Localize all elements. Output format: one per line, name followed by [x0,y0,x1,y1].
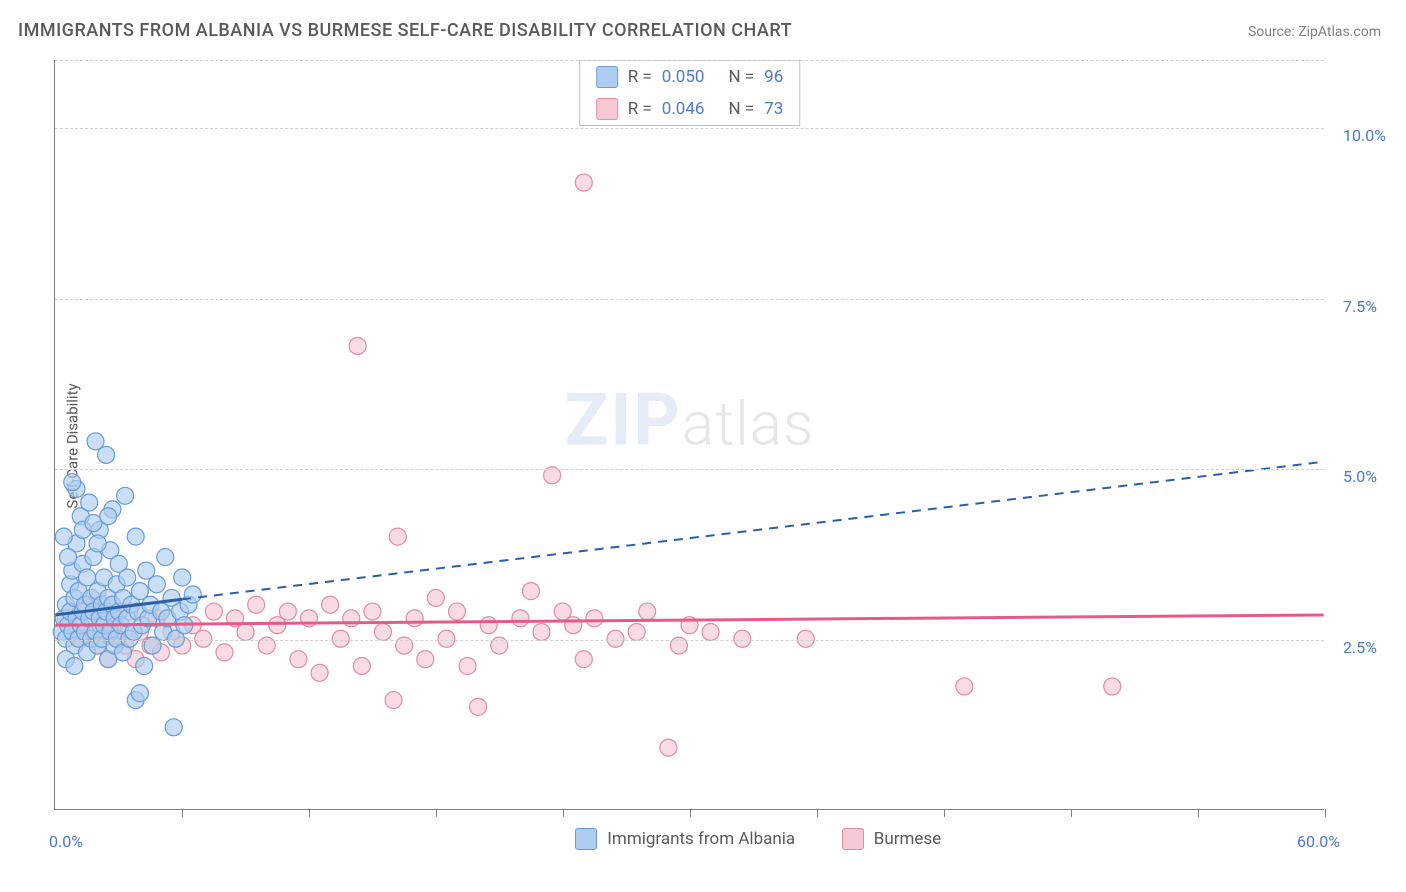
scatter-point-albania [184,586,201,603]
scatter-point-burmese [956,678,973,695]
scatter-point-albania [66,658,83,675]
x-tick-mark [690,809,691,817]
scatter-point-albania [119,569,136,586]
scatter-point-albania [64,474,81,491]
legend-n-label: N = [728,67,754,87]
scatter-point-burmese [290,651,307,668]
legend-swatch-icon [596,66,618,88]
scatter-point-burmese [565,617,582,634]
scatter-point-albania [174,569,191,586]
legend-row-albania: R = 0.050 N = 96 [580,61,800,93]
scatter-point-burmese [248,596,265,613]
scatter-point-albania [157,549,174,566]
y-gridline [55,640,1324,641]
trendline-dashed-albania [182,462,1323,600]
y-tick-label: 5.0% [1343,467,1377,486]
legend-n-value: 73 [764,99,783,119]
scatter-point-burmese [639,603,656,620]
legend-row-burmese: R = 0.046 N = 73 [580,93,800,125]
legend-r-value: 0.046 [662,99,705,119]
scatter-point-burmese [322,596,339,613]
scatter-point-burmese [512,610,529,627]
legend-n-label: N = [728,99,754,119]
scatter-point-burmese [702,623,719,640]
bottom-legend-burmese: Burmese [842,828,941,850]
scatter-point-albania [98,446,115,463]
legend-swatch-icon [575,828,597,850]
scatter-point-burmese [522,583,539,600]
scatter-point-burmese [660,739,677,756]
scatter-point-burmese [586,610,603,627]
scatter-point-burmese [364,603,381,620]
y-gridline [55,299,1324,300]
x-tick-mark [944,809,945,817]
x-tick-label: 60.0% [1297,832,1340,851]
y-tick-label: 7.5% [1343,297,1377,316]
scatter-point-albania [100,508,117,525]
scatter-point-albania [131,685,148,702]
bottom-legend-label: Immigrants from Albania [607,829,795,849]
scatter-point-burmese [417,651,434,668]
x-tick-mark [182,809,183,817]
x-tick-mark [1325,809,1326,817]
legend-r-value: 0.050 [662,67,705,87]
scatter-point-albania [117,487,134,504]
scatter-point-albania [127,528,144,545]
legend-r-label: R = [628,67,652,87]
legend-r-label: R = [628,99,652,119]
correlation-legend: R = 0.050 N = 96 R = 0.046 N = 73 [579,60,801,126]
scatter-point-burmese [311,664,328,681]
chart-title: IMMIGRANTS FROM ALBANIA VS BURMESE SELF-… [18,20,792,41]
scatter-point-albania [136,658,153,675]
scatter-point-burmese [205,603,222,620]
scatter-point-albania [60,549,77,566]
legend-swatch-icon [842,828,864,850]
scatter-point-burmese [349,337,366,354]
scatter-point-burmese [448,603,465,620]
scatter-point-burmese [216,644,233,661]
scatter-point-burmese [1104,678,1121,695]
scatter-point-burmese [575,174,592,191]
legend-swatch-icon [596,98,618,120]
plot-svg-layer [55,60,1324,809]
bottom-legend-albania: Immigrants from Albania [575,828,795,850]
scatter-point-albania [89,535,106,552]
y-gridline [55,469,1324,470]
scatter-point-albania [81,494,98,511]
x-tick-mark [309,809,310,817]
x-tick-mark [436,809,437,817]
y-tick-label: 10.0% [1343,126,1386,145]
x-tick-mark [1198,809,1199,817]
x-tick-label: 0.0% [49,832,83,851]
scatter-plot-area: ZIP atlas R = 0.050N = 96R = 0.046N = 73… [54,60,1324,810]
bottom-legend-label: Burmese [874,829,941,849]
legend-n-value: 96 [764,67,783,87]
scatter-point-albania [55,528,72,545]
scatter-point-burmese [575,651,592,668]
scatter-point-burmese [470,698,487,715]
y-gridline [55,60,1324,61]
source-attribution: Source: ZipAtlas.com [1248,24,1381,40]
x-tick-mark [563,809,564,817]
scatter-point-burmese [406,610,423,627]
y-gridline [55,128,1324,129]
scatter-point-albania [148,576,165,593]
scatter-point-albania [165,719,182,736]
scatter-point-burmese [533,623,550,640]
scatter-point-burmese [628,623,645,640]
scatter-point-burmese [237,623,254,640]
scatter-point-burmese [459,658,476,675]
scatter-point-burmese [389,528,406,545]
y-tick-label: 2.5% [1343,638,1377,657]
x-tick-mark [817,809,818,817]
x-tick-mark [1071,809,1072,817]
scatter-point-burmese [480,617,497,634]
scatter-point-burmese [375,623,392,640]
scatter-point-burmese [353,658,370,675]
scatter-point-burmese [385,692,402,709]
scatter-point-burmese [427,589,444,606]
scatter-point-burmese [279,603,296,620]
